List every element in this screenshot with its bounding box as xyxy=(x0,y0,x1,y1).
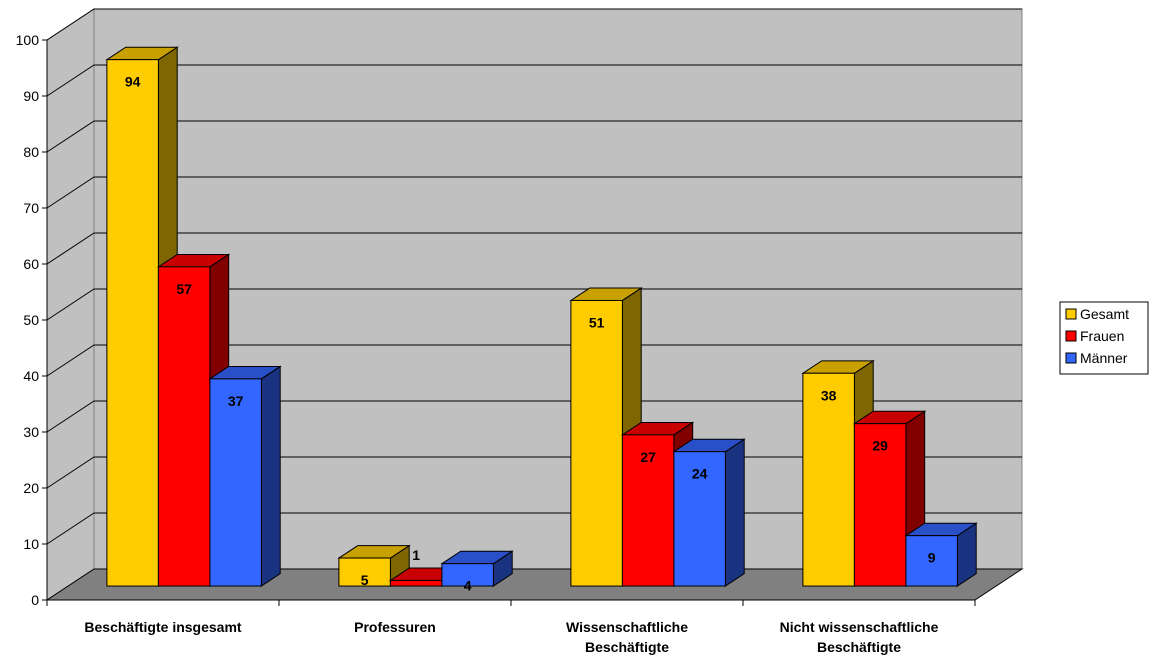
y-tick-label: 90 xyxy=(23,88,39,104)
gridline xyxy=(46,288,1022,321)
gridline xyxy=(46,120,1022,153)
bar xyxy=(389,579,443,587)
data-label: 57 xyxy=(176,281,192,297)
y-tick-label: 40 xyxy=(23,368,39,384)
category-label-line: Wissenschaftliche xyxy=(566,619,688,635)
y-tick-label: 20 xyxy=(23,480,39,496)
category-label-line: Nicht wissenschaftliche xyxy=(780,619,939,635)
data-label: 27 xyxy=(640,449,656,465)
legend-swatch xyxy=(1065,308,1077,320)
y-tick-label: 30 xyxy=(23,424,39,440)
data-label: 51 xyxy=(589,314,605,330)
category-label-line: Professuren xyxy=(354,619,436,635)
bar-side xyxy=(724,438,745,587)
bar xyxy=(157,266,211,587)
legend-swatch xyxy=(1065,352,1077,364)
bar xyxy=(673,451,726,587)
bar xyxy=(106,59,159,587)
data-label: 24 xyxy=(692,466,708,482)
legend-swatch xyxy=(1065,330,1077,342)
gridline xyxy=(46,232,1022,265)
data-label: 94 xyxy=(125,74,141,90)
category-label: Beschäftigte insgesamt xyxy=(84,619,241,635)
legend-label: Männer xyxy=(1080,350,1128,366)
gridline xyxy=(46,176,1022,209)
y-tick-label: 70 xyxy=(23,200,39,216)
bar xyxy=(621,434,675,587)
category-label: Professuren xyxy=(354,619,436,635)
data-label: 38 xyxy=(821,387,837,403)
bar xyxy=(570,299,623,587)
y-tick-label: 60 xyxy=(23,256,39,272)
category-label: Nicht wissenschaftliche Beschäftigte xyxy=(780,619,939,655)
category-label-line: Beschäftigte insgesamt xyxy=(84,619,241,635)
data-label: 37 xyxy=(228,393,244,409)
category-label-line: Beschäftigte xyxy=(817,639,901,655)
bar xyxy=(338,557,391,587)
legend: Gesamt Frauen Männer xyxy=(1059,301,1149,375)
bar xyxy=(853,423,907,587)
gridline xyxy=(46,8,1022,41)
bar xyxy=(802,372,855,587)
bars xyxy=(105,46,978,587)
gridline xyxy=(46,344,1022,377)
gridline xyxy=(46,64,1022,97)
axes: 0 10 20 30 40 50 60 70 80 90 100 Beschäftigte insge… xyxy=(16,32,976,655)
legend-label: Gesamt xyxy=(1080,306,1129,322)
bar xyxy=(905,535,958,587)
y-tick-label: 80 xyxy=(23,144,39,160)
category-label: Wissenschaftliche Beschäftigte xyxy=(566,619,688,655)
data-label: 29 xyxy=(872,438,888,454)
gridline xyxy=(46,400,1022,433)
bar xyxy=(209,378,262,587)
data-label: 1 xyxy=(412,547,420,563)
y-tick-label: 50 xyxy=(23,312,39,328)
category-label-line: Beschäftigte xyxy=(585,639,669,655)
legend-label: Frauen xyxy=(1080,328,1124,344)
bar-side xyxy=(260,365,281,587)
y-tick-label: 100 xyxy=(16,32,40,48)
data-label: 4 xyxy=(464,578,472,594)
data-label: 9 xyxy=(928,550,936,566)
y-tick-label: 10 xyxy=(23,536,39,552)
data-label: 5 xyxy=(361,572,369,588)
bar xyxy=(441,563,494,587)
y-tick-label: 0 xyxy=(31,592,39,608)
